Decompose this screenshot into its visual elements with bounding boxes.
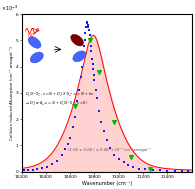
- Point: [88, 39, 91, 42]
- Point: [166, 169, 169, 172]
- Point: [60, 153, 63, 156]
- Text: $O_2(X^3\Sigma_g^-,v=0)+O_2(X^3\Sigma_g^-,v=0)+h\nu$
$\rightarrow O_2(a^1\Delta_: $O_2(X^3\Sigma_g^-,v=0)+O_2(X^3\Sigma_g^…: [25, 90, 94, 107]
- Point: [93, 78, 96, 81]
- Point: [94, 89, 97, 92]
- Point: [89, 39, 92, 42]
- Point: [50, 163, 53, 166]
- Point: [26, 168, 29, 171]
- Point: [109, 146, 112, 149]
- Point: [151, 169, 154, 172]
- Point: [41, 167, 44, 170]
- Point: [89, 44, 92, 47]
- Point: [71, 125, 74, 129]
- Point: [180, 170, 183, 173]
- Point: [84, 26, 88, 29]
- Point: [78, 89, 81, 92]
- Point: [84, 31, 87, 34]
- Point: [158, 169, 161, 172]
- Point: [129, 156, 132, 159]
- Point: [74, 115, 77, 118]
- Point: [88, 34, 91, 37]
- Point: [132, 165, 135, 168]
- Point: [173, 170, 176, 173]
- Point: [87, 26, 90, 29]
- Point: [85, 22, 88, 25]
- Point: [69, 136, 72, 139]
- Point: [66, 143, 69, 146]
- Point: [91, 63, 94, 66]
- Point: [86, 23, 89, 26]
- Point: [86, 21, 89, 24]
- Point: [87, 29, 90, 32]
- Point: [122, 161, 125, 164]
- Text: $\times10^{-9}$: $\times10^{-9}$: [1, 3, 18, 13]
- Point: [31, 168, 34, 171]
- Y-axis label: Collision Induced Absorption (cm⁻¹ amagat⁻¹): Collision Induced Absorption (cm⁻¹ amaga…: [10, 46, 14, 140]
- Point: [90, 50, 93, 53]
- Point: [82, 55, 85, 58]
- Point: [36, 167, 39, 170]
- Point: [127, 164, 130, 167]
- Point: [90, 57, 94, 60]
- Point: [81, 65, 84, 68]
- Point: [112, 120, 115, 123]
- Point: [149, 167, 152, 170]
- Point: [97, 110, 100, 113]
- Point: [99, 120, 103, 123]
- Point: [22, 169, 26, 172]
- Point: [46, 165, 49, 168]
- Point: [55, 159, 58, 162]
- Point: [92, 68, 95, 71]
- Point: [81, 52, 84, 55]
- Point: [144, 168, 147, 171]
- Point: [138, 167, 141, 170]
- Point: [74, 105, 77, 108]
- Point: [95, 97, 98, 100]
- Point: [98, 70, 101, 74]
- Point: [76, 99, 79, 102]
- Point: [82, 44, 86, 47]
- Point: [83, 39, 86, 42]
- Point: [117, 158, 120, 161]
- Point: [80, 76, 83, 79]
- Point: [63, 148, 66, 151]
- X-axis label: Wavenumber (cm⁻¹): Wavenumber (cm⁻¹): [82, 180, 132, 186]
- Point: [102, 129, 105, 132]
- Point: [92, 73, 95, 76]
- Point: [113, 153, 116, 156]
- Text: (1.56 ± 0.04 / ± 0.40) x 10⁻⁹ cm⁻¹amagat⁻¹: (1.56 ± 0.04 / ± 0.40) x 10⁻⁹ cm⁻¹amagat…: [68, 148, 152, 152]
- Point: [105, 139, 108, 142]
- Point: [186, 170, 190, 173]
